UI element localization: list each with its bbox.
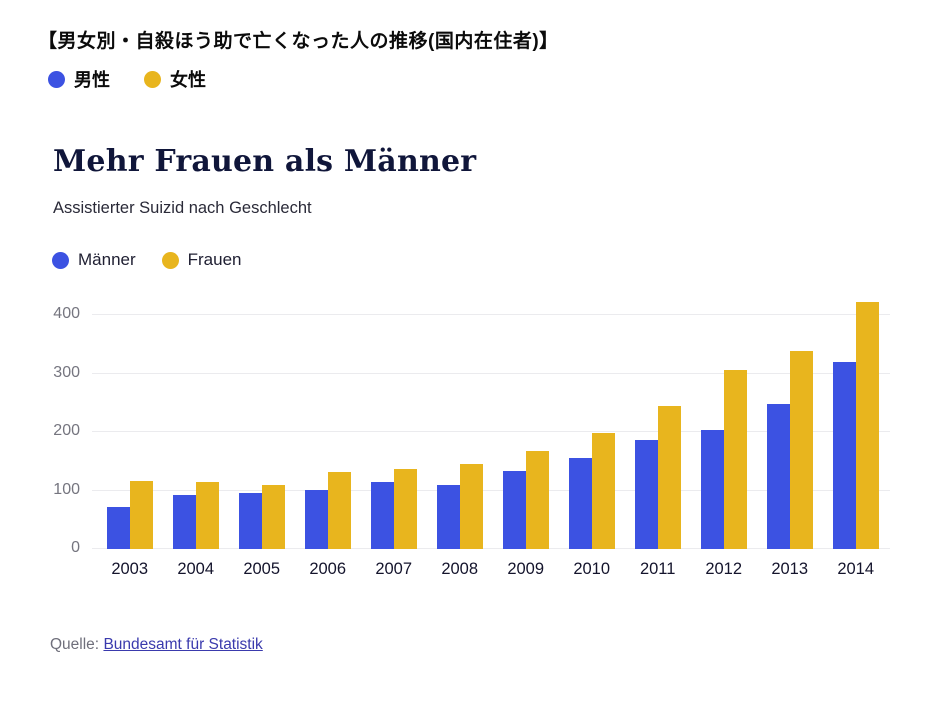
gridline-400	[92, 314, 890, 315]
male-legend-dot-icon	[48, 70, 65, 88]
jp-legend-item-female: 女性	[144, 66, 206, 92]
x-axis-label-2004: 2004	[177, 560, 215, 578]
bar-männer-2010[interactable]	[568, 458, 592, 549]
men-legend-dot-icon	[52, 251, 69, 269]
chart-legend-item-men: Männer	[52, 250, 136, 270]
x-axis-label-2007: 2007	[375, 560, 413, 578]
bar-frauen-2008[interactable]	[459, 464, 483, 549]
bar-männer-2008[interactable]	[436, 485, 460, 549]
bar-group-2007: 2007	[370, 469, 417, 578]
bar-group-2008: 2008	[436, 464, 483, 578]
x-axis-label-2003: 2003	[111, 560, 149, 578]
y-axis-tick-100: 100	[53, 480, 80, 498]
gridline-300	[92, 372, 890, 374]
bar-männer-2003[interactable]	[106, 507, 130, 549]
x-axis-label-2009: 2009	[507, 560, 545, 578]
chart-title: Mehr Frauen als Männer	[53, 144, 477, 179]
jp-title: 【男女別・自殺ほう助で亡くなった人の推移(国内在住者)】	[38, 31, 559, 52]
x-axis-label-2006: 2006	[309, 560, 347, 578]
y-axis-tick-400: 400	[53, 305, 80, 322]
y-axis-tick-200: 200	[53, 422, 80, 439]
jp-legend-item-male: 男性	[48, 66, 110, 92]
bar-group-2004: 2004	[172, 482, 219, 578]
bar-frauen-2010[interactable]	[591, 433, 615, 549]
gridline-0	[92, 548, 890, 549]
bar-frauen-2012[interactable]	[723, 370, 747, 549]
bar-männer-2006[interactable]	[304, 490, 328, 549]
women-legend-dot-icon	[161, 251, 179, 269]
x-axis-label-2005: 2005	[243, 560, 281, 578]
source-link[interactable]: Bundesamt für Statistik	[103, 636, 263, 653]
x-axis-label-2013: 2013	[771, 560, 809, 578]
source-line: Quelle: Bundesamt für Statistik	[50, 636, 263, 654]
x-axis-label-2014: 2014	[837, 560, 875, 578]
female-legend-dot-icon	[144, 70, 161, 88]
bar-frauen-2006[interactable]	[327, 472, 351, 549]
bar-group-2013: 2013	[766, 351, 813, 578]
jp-legend-label-female: 女性	[170, 70, 206, 90]
chart-subtitle: Assistierter Suizid nach Geschlecht	[53, 199, 312, 217]
bar-group-2005: 2005	[238, 485, 285, 578]
bar-group-2010: 2010	[568, 433, 615, 578]
gridline-200	[92, 431, 890, 432]
bar-frauen-2011[interactable]	[657, 406, 681, 549]
bar-frauen-2007[interactable]	[393, 469, 417, 549]
bar-männer-2005[interactable]	[238, 493, 262, 549]
x-axis-label-2010: 2010	[573, 560, 611, 578]
jp-legend: 男性 女性	[48, 66, 206, 92]
chart-legend-item-women: Frauen	[161, 250, 242, 270]
jp-legend-label-male: 男性	[74, 70, 110, 90]
x-axis-label-2011: 2011	[639, 560, 676, 578]
bar-frauen-2003[interactable]	[129, 481, 153, 549]
source-prefix: Quelle:	[50, 636, 100, 653]
bar-group-2011: 2011	[634, 406, 681, 578]
y-axis-tick-0: 0	[71, 539, 80, 556]
gridline-100	[92, 489, 890, 491]
bar-group-2014: 2014	[832, 302, 879, 578]
y-axis-tick-300: 300	[53, 363, 80, 381]
bar-männer-2009[interactable]	[502, 471, 526, 549]
chart-legend-label-women: Frauen	[187, 250, 242, 269]
chart-legend: Männer Frauen	[52, 250, 242, 270]
bar-männer-2004[interactable]	[172, 495, 196, 549]
plot-area: 0 100 200 300 400 2003 2004 2005 2006 2007 2008 200…	[53, 302, 890, 578]
bar-group-2009: 2009	[502, 451, 549, 578]
bar-frauen-2013[interactable]	[789, 351, 813, 549]
x-axis-label-2008: 2008	[441, 560, 479, 578]
bar-group-2012: 2012	[700, 370, 747, 578]
bar-männer-2011[interactable]	[634, 440, 658, 549]
bar-männer-2013[interactable]	[766, 404, 790, 549]
bar-frauen-2009[interactable]	[525, 451, 549, 549]
bar-männer-2012[interactable]	[700, 430, 724, 549]
bar-frauen-2014[interactable]	[855, 302, 879, 549]
bar-frauen-2005[interactable]	[261, 485, 285, 549]
bar-frauen-2004[interactable]	[195, 482, 219, 549]
bar-männer-2014[interactable]	[832, 362, 856, 549]
x-axis-label-2012: 2012	[705, 560, 743, 578]
chart-legend-label-men: Männer	[78, 250, 136, 269]
bar-group-2003: 2003	[106, 481, 153, 578]
bar-männer-2007[interactable]	[370, 482, 394, 549]
bar-group-2006: 2006	[304, 472, 351, 578]
